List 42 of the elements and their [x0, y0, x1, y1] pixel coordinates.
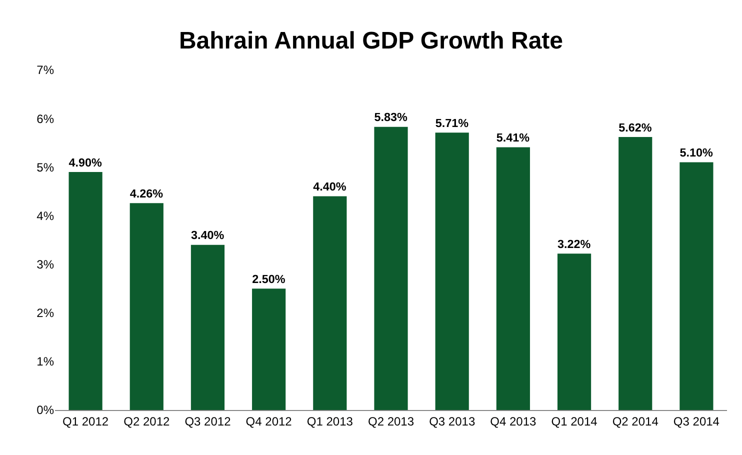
y-tick-label: 1%	[36, 354, 54, 369]
y-tick-label: 6%	[36, 112, 54, 126]
data-label: 5.62%	[618, 121, 652, 134]
data-label: 4.90%	[68, 156, 103, 170]
x-tick-label: Q4 2012	[246, 414, 292, 428]
bar	[618, 137, 652, 410]
bar	[435, 132, 469, 410]
x-tick-label: Q3 2014	[673, 414, 720, 428]
x-tick-label: Q4 2013	[490, 414, 537, 428]
data-label: 3.22%	[558, 238, 592, 251]
data-label: 5.10%	[680, 146, 714, 160]
bar	[496, 147, 530, 410]
x-tick-label: Q1 2012	[62, 414, 109, 428]
data-label: 3.40%	[190, 229, 225, 242]
data-label: 5.41%	[496, 132, 530, 145]
x-tick-label: Q2 2014	[612, 414, 659, 428]
bar	[130, 203, 164, 410]
y-tick-label: 0%	[36, 403, 54, 418]
y-tick-label: 3%	[36, 257, 54, 272]
bar	[680, 162, 714, 410]
x-tick-label: Q3 2013	[429, 414, 476, 428]
data-label: 4.26%	[130, 187, 164, 200]
bar	[313, 196, 347, 410]
y-tick-label: 2%	[36, 306, 54, 320]
x-tick-label: Q2 2012	[124, 414, 170, 428]
bar	[374, 126, 408, 410]
bar	[252, 288, 286, 410]
data-label: 5.71%	[435, 116, 470, 130]
data-label: 2.50%	[252, 272, 286, 286]
x-tick-label: Q1 2013	[306, 414, 354, 428]
bar	[557, 254, 592, 410]
chart-title: Bahrain Annual GDP Growth Rate	[178, 28, 564, 55]
data-label: 4.40%	[313, 180, 347, 194]
y-tick-label: 5%	[36, 160, 54, 174]
x-tick-label: Q2 2013	[368, 414, 414, 428]
y-tick-label: 4%	[36, 208, 54, 223]
data-label: 5.83%	[374, 111, 408, 124]
bar	[190, 244, 225, 410]
bar	[68, 172, 102, 410]
y-tick-label: 7%	[36, 63, 54, 78]
x-tick-label: Q3 2012	[184, 414, 232, 428]
x-tick-label: Q1 2014	[551, 414, 598, 428]
